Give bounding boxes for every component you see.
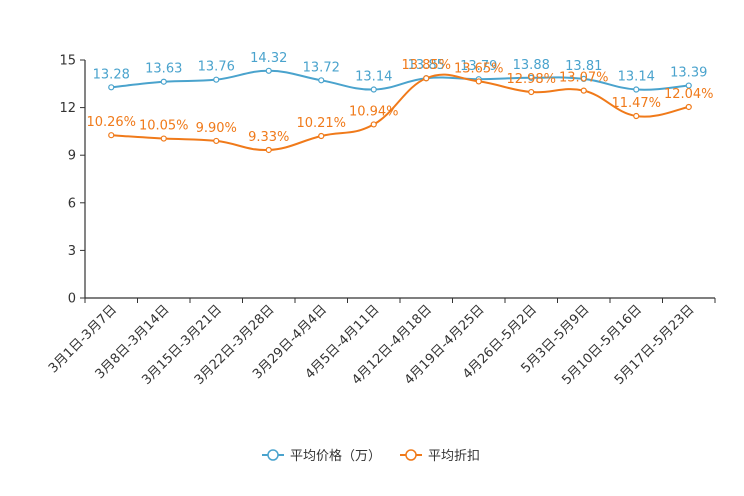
data-point[interactable] (319, 78, 324, 83)
y-tick-label: 12 (59, 101, 76, 116)
data-label: 9.33% (248, 130, 289, 145)
data-point[interactable] (161, 79, 166, 84)
y-tick-label: 15 (59, 54, 76, 69)
data-label: 14.32 (250, 51, 287, 66)
data-point[interactable] (371, 87, 376, 92)
legend-item-0[interactable]: 平均价格（万） (262, 448, 381, 464)
data-label: 10.21% (296, 116, 346, 131)
legend-label: 平均价格（万） (290, 448, 381, 464)
legend[interactable]: 平均价格（万） 平均折扣 (262, 448, 480, 464)
data-point[interactable] (529, 90, 534, 95)
data-point[interactable] (581, 88, 586, 93)
data-point[interactable] (266, 147, 271, 152)
data-point[interactable] (161, 136, 166, 141)
data-label: 13.88 (513, 58, 550, 73)
data-label: 12.04% (664, 87, 714, 102)
line-chart: 036912153月1日-3月7日3月8日-3月14日3月15日-3月21日3月… (0, 0, 744, 496)
y-tick-label: 6 (68, 196, 76, 211)
data-label: 13.63 (145, 62, 182, 77)
y-tick-label: 0 (68, 292, 76, 307)
data-label: 12.98% (506, 72, 556, 87)
data-label: 13.85% (401, 58, 451, 73)
series-line-1 (111, 75, 689, 150)
data-label: 13.07% (559, 71, 609, 86)
data-label: 13.65% (454, 61, 504, 76)
data-point[interactable] (424, 76, 429, 81)
legend-marker-icon (268, 450, 278, 460)
data-label: 13.14 (355, 70, 392, 85)
data-point[interactable] (109, 133, 114, 138)
data-point[interactable] (214, 77, 219, 82)
data-point[interactable] (634, 87, 639, 92)
data-label: 13.72 (303, 60, 340, 75)
data-point[interactable] (214, 138, 219, 143)
data-label: 10.05% (139, 119, 189, 134)
data-point[interactable] (686, 104, 691, 109)
legend-marker-icon (406, 450, 416, 460)
data-label: 13.14 (618, 70, 655, 85)
data-label: 9.90% (196, 121, 237, 136)
y-tick-label: 9 (68, 149, 76, 164)
data-label: 10.26% (86, 115, 136, 130)
data-label: 13.39 (670, 66, 707, 81)
data-point[interactable] (634, 114, 639, 119)
data-label: 13.28 (93, 67, 130, 82)
data-point[interactable] (476, 79, 481, 84)
legend-label: 平均折扣 (428, 449, 480, 464)
data-label: 11.47% (611, 96, 661, 111)
data-label: 10.94% (349, 104, 399, 119)
data-point[interactable] (371, 122, 376, 127)
data-point[interactable] (266, 68, 271, 73)
data-point[interactable] (319, 134, 324, 139)
y-tick-label: 3 (68, 244, 76, 259)
data-label: 13.76 (198, 60, 235, 75)
legend-item-1[interactable]: 平均折扣 (400, 449, 480, 464)
data-point[interactable] (109, 85, 114, 90)
